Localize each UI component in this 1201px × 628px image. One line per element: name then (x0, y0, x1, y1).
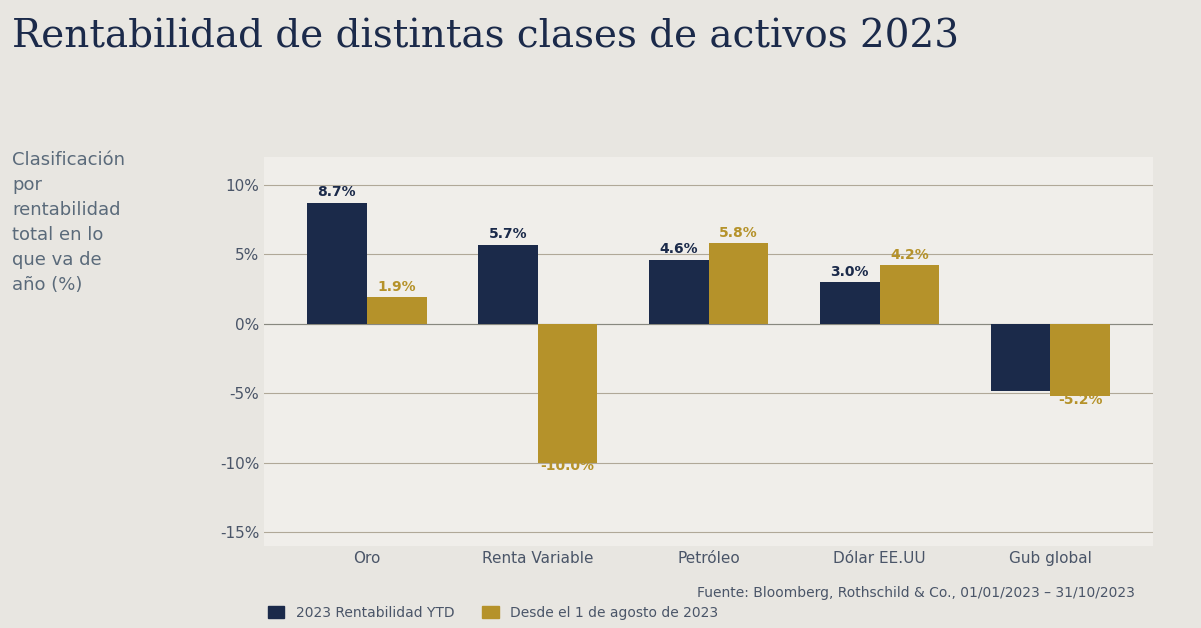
Bar (879, 266, 939, 324)
Bar (709, 243, 769, 324)
Bar (649, 260, 709, 324)
Bar (366, 298, 426, 324)
Bar (820, 282, 879, 324)
Text: -10.0%: -10.0% (540, 460, 594, 474)
Text: 4.6%: 4.6% (659, 242, 698, 256)
Text: Rentabilidad de distintas clases de activos 2023: Rentabilidad de distintas clases de acti… (12, 19, 960, 56)
Text: -4.8%: -4.8% (998, 380, 1042, 394)
Text: Clasificación
por
rentabilidad
total en lo
que va de
año (%): Clasificación por rentabilidad total en … (12, 151, 125, 294)
Bar (307, 203, 366, 324)
Text: 5.8%: 5.8% (719, 225, 758, 240)
Text: 1.9%: 1.9% (377, 280, 416, 294)
Text: -5.2%: -5.2% (1058, 392, 1103, 407)
Bar (538, 324, 598, 463)
Bar (1051, 324, 1110, 396)
Legend: 2023 Rentabilidad YTD, Desde el 1 de agosto de 2023: 2023 Rentabilidad YTD, Desde el 1 de ago… (262, 600, 723, 625)
Text: 4.2%: 4.2% (890, 248, 928, 262)
Bar (991, 324, 1051, 391)
Text: 8.7%: 8.7% (317, 185, 357, 200)
Bar (478, 244, 538, 324)
Text: Fuente: Bloomberg, Rothschild & Co., 01/01/2023 – 31/10/2023: Fuente: Bloomberg, Rothschild & Co., 01/… (697, 586, 1135, 600)
Text: 5.7%: 5.7% (489, 227, 527, 241)
Text: 3.0%: 3.0% (830, 264, 868, 279)
